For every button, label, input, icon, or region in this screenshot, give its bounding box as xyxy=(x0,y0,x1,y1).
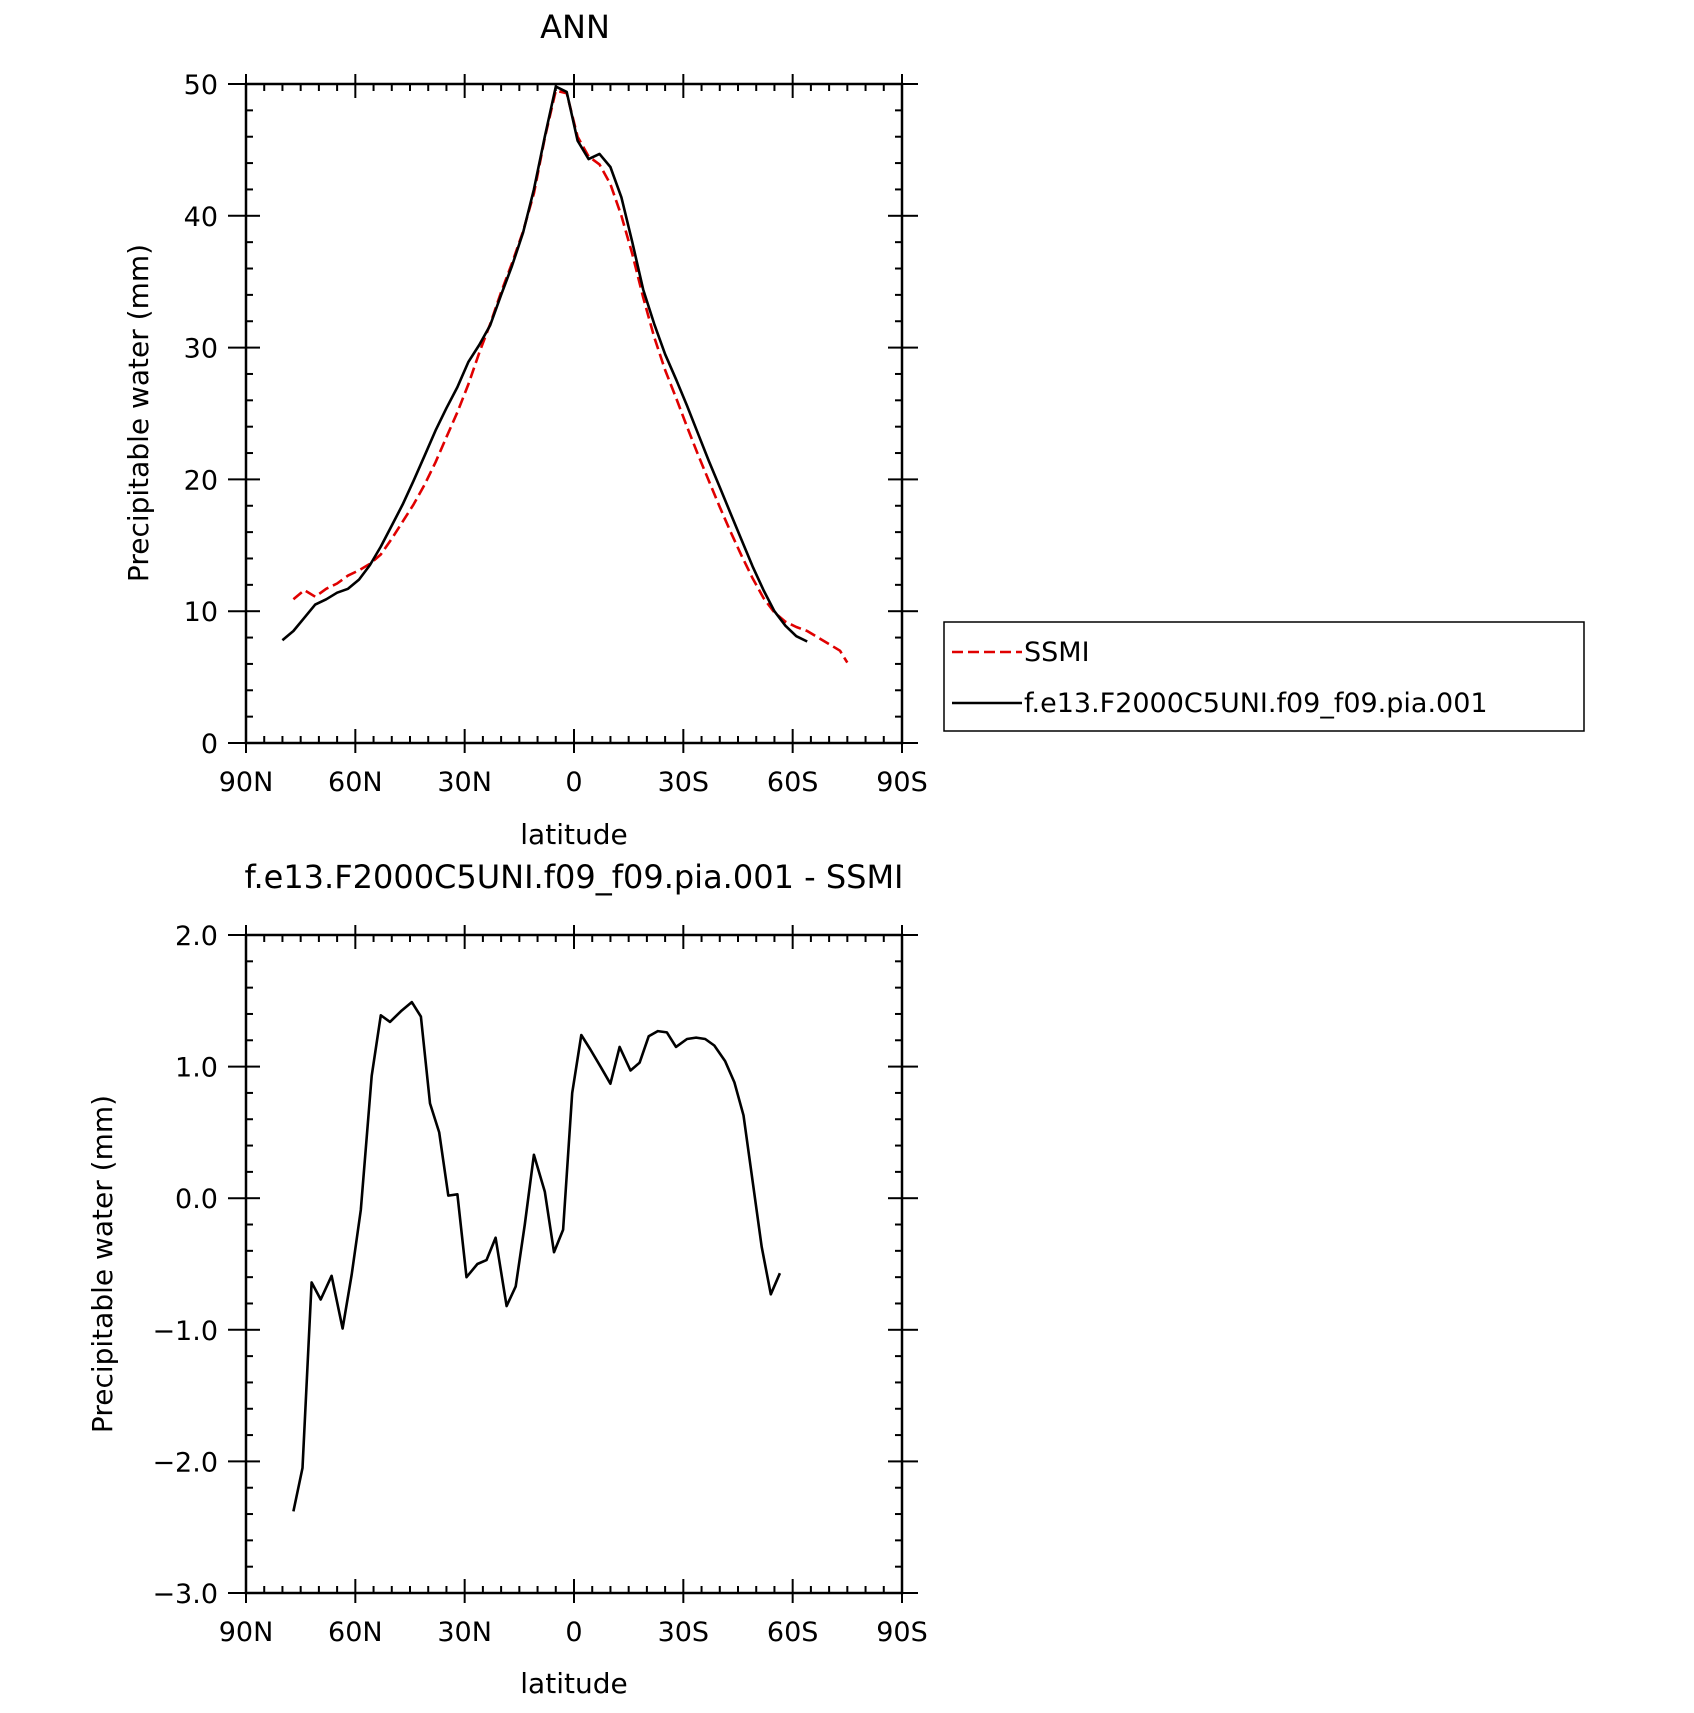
y-tick-label: 40 xyxy=(184,202,218,233)
bottom-chart-plot-frame xyxy=(244,933,904,1595)
x-tick-label: 0 xyxy=(565,1617,582,1648)
y-tick-label: 30 xyxy=(184,334,218,365)
top-chart-panel: ANN 90N 60N 30N 0 30S 60S 90S 0 10 20 30 40 50 lati… xyxy=(122,8,1585,851)
top-chart-title: ANN xyxy=(540,8,610,46)
x-tick-label: 60S xyxy=(767,1617,819,1648)
x-tick-label: 0 xyxy=(565,767,582,798)
y-tick-label: 10 xyxy=(184,597,218,628)
y-tick-label: −2.0 xyxy=(152,1447,218,1478)
top-chart-series-f-e13-f2000c5uni-f09-f09-pia-001 xyxy=(281,85,808,643)
x-tick-label: 30S xyxy=(658,1617,710,1648)
x-tick-label: 30N xyxy=(437,1617,492,1648)
bottom-chart-ticks xyxy=(228,925,918,1603)
bottom-chart-title: f.e13.F2000C5UNI.f09_f09.pia.001 - SSMI xyxy=(245,858,904,896)
y-tick-label: 50 xyxy=(184,70,218,101)
top-chart-ticks xyxy=(228,74,918,753)
top-chart-y-axis-label: Precipitable water (mm) xyxy=(122,244,155,582)
top-chart-x-axis-label: latitude xyxy=(520,818,627,851)
top-chart-legend: SSMI f.e13.F2000C5UNI.f09_f09.pia.001 xyxy=(943,621,1585,732)
top-chart-series-ssmi xyxy=(292,89,849,664)
y-tick-label: 0.0 xyxy=(175,1184,218,1215)
x-tick-label: 60N xyxy=(328,1617,383,1648)
y-tick-label: −1.0 xyxy=(152,1316,218,1347)
y-tick-label: 1.0 xyxy=(175,1053,218,1084)
top-chart-x-tick-labels: 90N 60N 30N 0 30S 60S 90S xyxy=(219,767,928,798)
x-tick-label: 60N xyxy=(328,767,383,798)
y-tick-label: 0 xyxy=(201,729,218,760)
legend-label-model: f.e13.F2000C5UNI.f09_f09.pia.001 xyxy=(1024,688,1488,719)
x-tick-label: 30N xyxy=(437,767,492,798)
legend-box xyxy=(943,621,1585,732)
top-chart-series-layer xyxy=(281,85,849,664)
bottom-chart-x-tick-labels: 90N 60N 30N 0 30S 60S 90S xyxy=(219,1617,928,1648)
legend-label-ssmi: SSMI xyxy=(1024,637,1090,668)
x-tick-label: 90S xyxy=(876,1617,928,1648)
bottom-chart-series-layer xyxy=(292,1000,782,1512)
y-tick-label: 20 xyxy=(184,465,218,496)
x-tick-label: 30S xyxy=(658,767,710,798)
y-tick-label: 2.0 xyxy=(175,921,218,952)
top-chart-plot-frame xyxy=(244,82,904,745)
bottom-chart-y-axis-label: Precipitable water (mm) xyxy=(86,1095,119,1433)
bottom-chart-y-tick-labels: −3.0 −2.0 −1.0 0.0 1.0 2.0 xyxy=(152,921,218,1610)
bottom-chart-x-axis-label: latitude xyxy=(520,1667,627,1700)
y-tick-label: −3.0 xyxy=(152,1579,218,1610)
top-chart-y-tick-labels: 0 10 20 30 40 50 xyxy=(184,70,218,760)
x-tick-label: 90N xyxy=(219,1617,274,1648)
bottom-chart-series-line-0 xyxy=(292,1000,782,1512)
x-tick-label: 90N xyxy=(219,767,274,798)
x-tick-label: 60S xyxy=(767,767,819,798)
x-tick-label: 90S xyxy=(876,767,928,798)
bottom-chart-panel: f.e13.F2000C5UNI.f09_f09.pia.001 - SSMI … xyxy=(86,858,928,1700)
